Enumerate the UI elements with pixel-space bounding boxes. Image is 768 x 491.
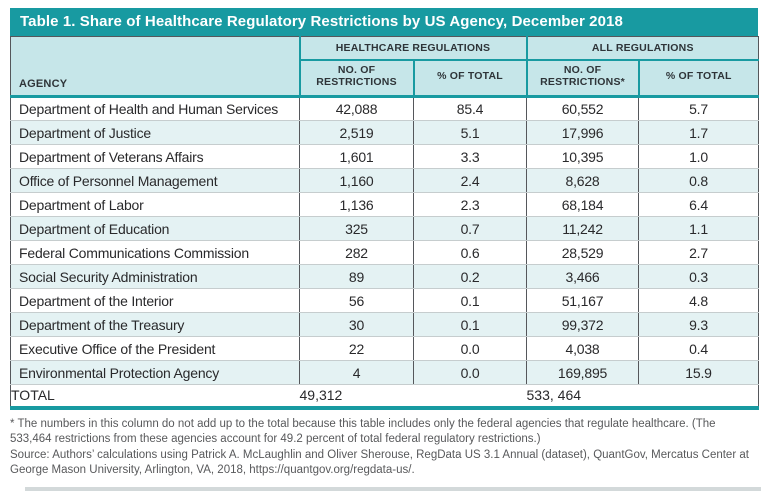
hc-no-cell: 2,519 [299, 120, 414, 145]
table-row: Executive Office of the President 22 0.0 4,… [10, 336, 759, 361]
table-row: Social Security Administration 89 0.2 3,466… [10, 264, 759, 289]
agency-cell: Department of the Interior [10, 288, 300, 313]
all-pct-cell: 5.7 [638, 96, 759, 121]
column-header-healthcare-pct: % OF TOTAL [412, 59, 527, 98]
agency-cell: Office of Personnel Management [10, 168, 300, 193]
hc-pct-cell: 0.7 [412, 216, 527, 241]
all-pct-cell: 9.3 [638, 312, 759, 337]
hc-pct-cell: 0.1 [412, 288, 527, 313]
all-no-cell: 60,552 [526, 96, 639, 121]
hc-no-cell: 325 [299, 216, 414, 241]
table-row: Department of the Treasury 30 0.1 99,372 9.3 [10, 312, 759, 337]
agency-cell: Department of Education [10, 216, 300, 241]
agency-cell: Environmental Protection Agency [10, 360, 300, 385]
table-row: Department of Education 325 0.7 11,242 1.1 [10, 216, 759, 241]
table-row: Office of Personnel Management 1,160 2.4 8,… [10, 168, 759, 193]
all-pct-cell: 2.7 [638, 240, 759, 265]
table-header: AGENCY HEALTHCARE REGULATIONS ALL REGULA… [10, 36, 759, 98]
total-label: TOTAL [10, 384, 300, 410]
all-no-cell: 17,996 [526, 120, 639, 145]
table-row: Department of Health and Human Services 4… [10, 96, 759, 121]
hc-pct-cell: 2.3 [412, 192, 527, 217]
agency-cell: Department of Veterans Affairs [10, 144, 300, 169]
table-row: Department of the Interior 56 0.1 51,167 4.8 [10, 288, 759, 313]
all-pct-cell: 1.0 [638, 144, 759, 169]
hc-pct-cell: 0.0 [412, 336, 527, 361]
hc-pct-cell: 0.0 [412, 360, 527, 385]
all-no-cell: 4,038 [526, 336, 639, 361]
table-row: Environmental Protection Agency 4 0.0 169,8… [10, 360, 759, 385]
regulations-table: AGENCY HEALTHCARE REGULATIONS ALL REGULA… [10, 36, 760, 410]
footnotes: * The numbers in this column do not add … [10, 417, 758, 479]
all-no-cell: 3,466 [526, 264, 639, 289]
total-healthcare-no: 49,312 [299, 384, 414, 410]
agency-cell: Federal Communications Commission [10, 240, 300, 265]
hc-pct-cell: 3.3 [412, 144, 527, 169]
hc-no-cell: 42,088 [299, 96, 414, 121]
table-title: Table 1. Share of Healthcare Regulatory … [10, 8, 758, 36]
all-pct-cell: 6.4 [638, 192, 759, 217]
hc-no-cell: 56 [299, 288, 414, 313]
agency-cell: Department of Labor [10, 192, 300, 217]
hc-no-cell: 4 [299, 360, 414, 385]
hc-pct-cell: 0.6 [412, 240, 527, 265]
table-row: Department of Veterans Affairs 1,601 3.3 10… [10, 144, 759, 169]
table-row: Department of Justice 2,519 5.1 17,996 1.7 [10, 120, 759, 145]
agency-cell: Department of the Treasury [10, 312, 300, 337]
all-pct-cell: 0.8 [638, 168, 759, 193]
hc-pct-cell: 85.4 [412, 96, 527, 121]
hc-pct-cell: 5.1 [412, 120, 527, 145]
hc-no-cell: 30 [299, 312, 414, 337]
column-header-all-pct: % OF TOTAL [637, 59, 759, 98]
hc-pct-cell: 0.1 [412, 312, 527, 337]
all-pct-cell: 1.7 [638, 120, 759, 145]
table-card: Table 1. Share of Healthcare Regulatory … [10, 8, 760, 479]
agency-cell: Department of Health and Human Services [10, 96, 300, 121]
all-no-cell: 99,372 [526, 312, 639, 337]
all-no-cell: 169,895 [526, 360, 639, 385]
all-pct-cell: 0.3 [638, 264, 759, 289]
table-row: Department of Labor 1,136 2.3 68,184 6.4 [10, 192, 759, 217]
total-healthcare-pct [413, 384, 527, 410]
all-pct-cell: 1.1 [638, 216, 759, 241]
column-header-all-no: NO. OF RESTRICTIONS* [525, 59, 639, 98]
hc-pct-cell: 2.4 [412, 168, 527, 193]
all-no-cell: 8,628 [526, 168, 639, 193]
total-all-pct [638, 384, 759, 410]
all-no-cell: 68,184 [526, 192, 639, 217]
column-header-agency: AGENCY [10, 36, 300, 98]
all-pct-cell: 0.4 [638, 336, 759, 361]
total-all-no: 533, 464 [526, 384, 639, 410]
agency-cell: Department of Justice [10, 120, 300, 145]
hc-no-cell: 89 [299, 264, 414, 289]
all-no-cell: 51,167 [526, 288, 639, 313]
hc-no-cell: 1,136 [299, 192, 414, 217]
all-no-cell: 10,395 [526, 144, 639, 169]
hc-pct-cell: 0.2 [412, 264, 527, 289]
all-pct-cell: 15.9 [638, 360, 759, 385]
bottom-page-edge [25, 487, 761, 491]
all-pct-cell: 4.8 [638, 288, 759, 313]
all-no-cell: 28,529 [526, 240, 639, 265]
agency-cell: Social Security Administration [10, 264, 300, 289]
agency-cell: Executive Office of the President [10, 336, 300, 361]
column-header-healthcare-no: NO. OF RESTRICTIONS [298, 59, 414, 98]
group-header-healthcare-regulations: HEALTHCARE REGULATIONS [298, 36, 527, 61]
table-row: Federal Communications Commission 282 0.6 2… [10, 240, 759, 265]
all-no-cell: 11,242 [526, 216, 639, 241]
hc-no-cell: 22 [299, 336, 414, 361]
hc-no-cell: 1,160 [299, 168, 414, 193]
total-row: TOTAL 49,312 533, 464 [10, 384, 759, 410]
hc-no-cell: 1,601 [299, 144, 414, 169]
group-header-all-regulations: ALL REGULATIONS [525, 36, 759, 61]
hc-no-cell: 282 [299, 240, 414, 265]
asterisk-note: * The numbers in this column do not add … [10, 417, 716, 446]
table-body: Department of Health and Human Services 4… [10, 96, 759, 385]
source-note: Source: Authors’ calculations using Patr… [10, 448, 749, 477]
